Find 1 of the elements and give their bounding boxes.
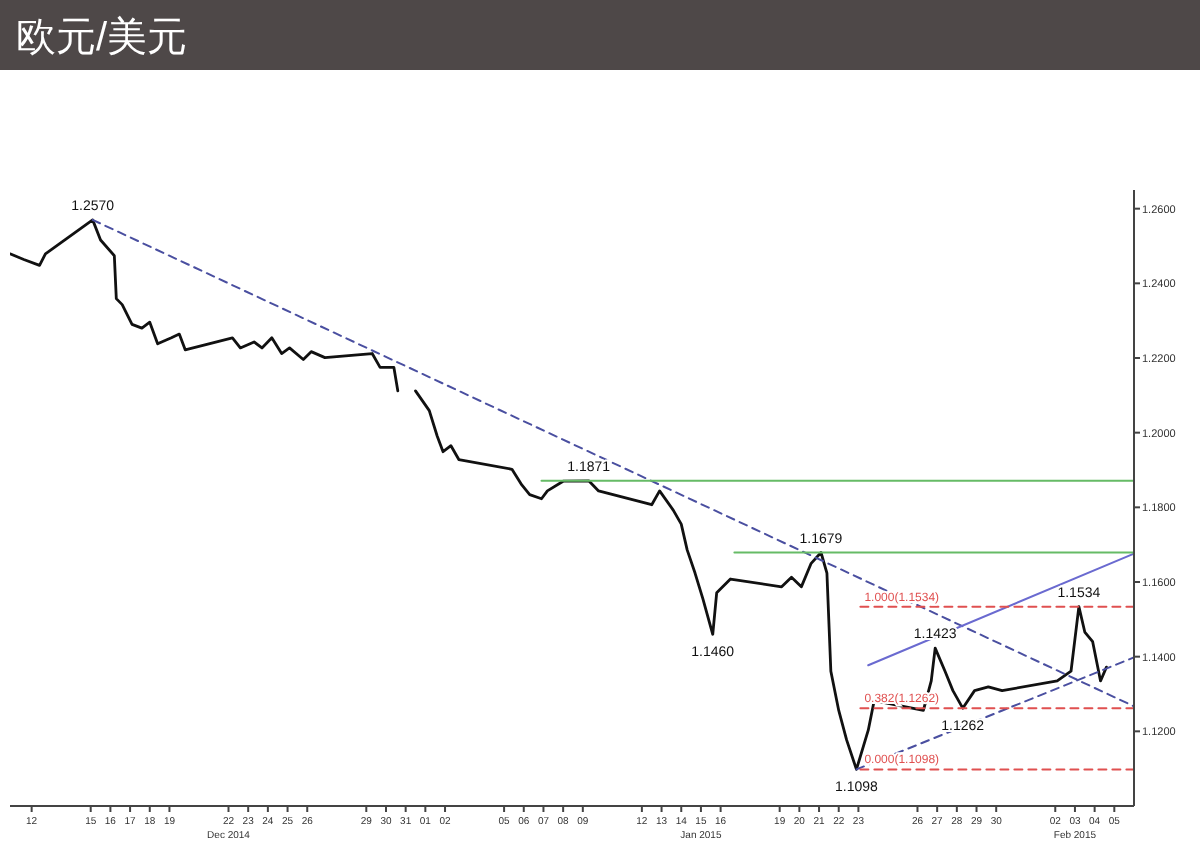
chart-title: 欧元/美元: [16, 14, 188, 60]
